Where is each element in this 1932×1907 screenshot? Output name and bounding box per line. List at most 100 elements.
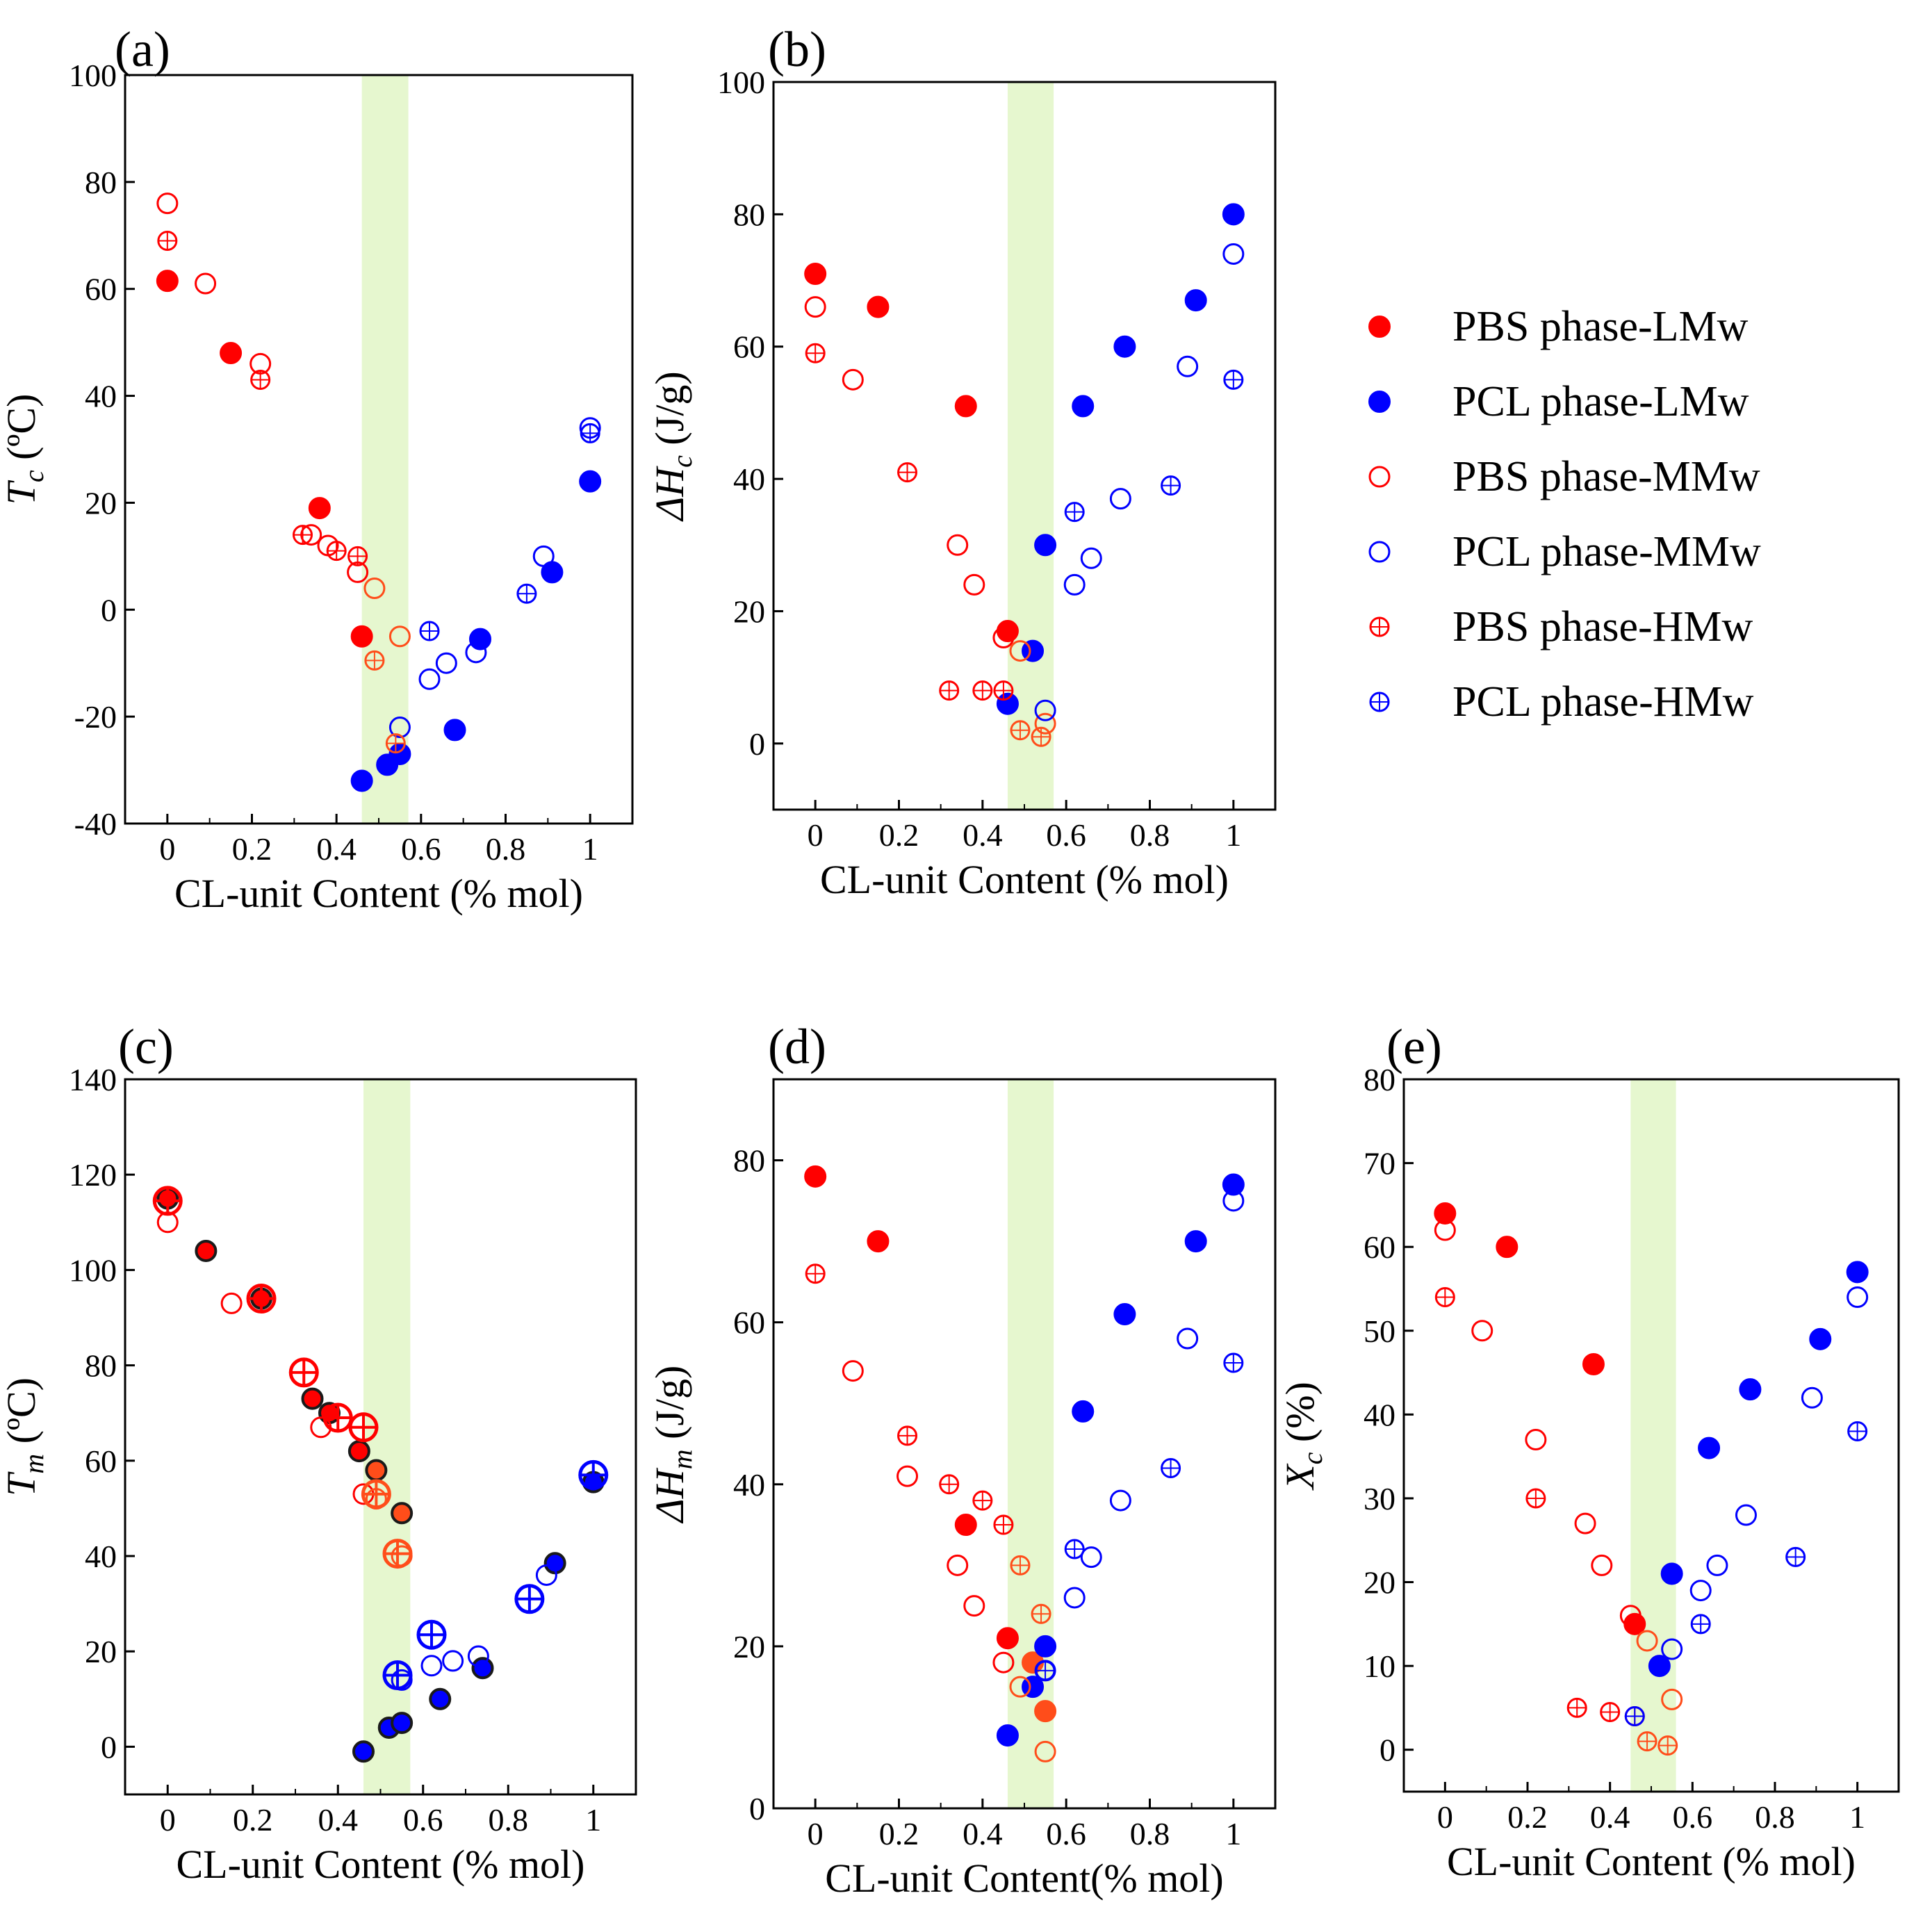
data-point	[1034, 1700, 1057, 1723]
data-point	[963, 573, 985, 596]
data-point	[1080, 1546, 1102, 1569]
data-point	[443, 719, 466, 742]
data-point	[388, 717, 411, 739]
data-point	[996, 692, 1019, 715]
panel-b: 0 0.2 0.4 0.6 0.8 1 0 20 40 60 80 100 CL-unit Conten…	[647, 22, 1277, 902]
data-point	[1661, 1638, 1683, 1660]
panel-a: 0 0.2 0.4 0.6 0.8 1 -40 -20 0 20 40 60 80 100 CL-unit …	[0, 22, 634, 916]
data-point	[804, 1165, 827, 1188]
y-tick-label: 20	[85, 485, 117, 521]
data-point	[972, 1490, 993, 1511]
data-point	[293, 525, 313, 546]
y-label-subscript: m	[666, 1450, 698, 1470]
y-label-unit: (J/g)	[647, 1366, 692, 1450]
y-tick-label: 140	[69, 1062, 117, 1097]
y-label-subscript: c	[666, 455, 698, 468]
series-pcl-phase-mmw	[1034, 243, 1245, 721]
data-point	[288, 1357, 319, 1388]
panels: 0 0.2 0.4 0.6 0.8 1-40-20020406080100CL-unit …	[0, 22, 1900, 1901]
data-point	[157, 230, 178, 251]
y-tick-label: 20	[85, 1634, 117, 1669]
legend-label: PCL phase-LMw	[1452, 378, 1749, 425]
y-tick-label: 80	[733, 197, 765, 232]
data-point	[326, 541, 347, 562]
highlight-band-d	[1007, 1079, 1054, 1808]
data-point	[947, 534, 969, 556]
series-pcl-phase-lmw	[996, 203, 1245, 715]
data-point	[1706, 1554, 1728, 1576]
data-point	[1034, 1635, 1057, 1658]
y-tick-label: 60	[85, 272, 117, 307]
data-point	[1582, 1353, 1605, 1375]
x-axis-label: CL-unit Content (% mol)	[820, 857, 1229, 902]
y-tick-label: 0	[749, 726, 765, 762]
data-point	[1574, 1512, 1596, 1534]
y-tick-label: -40	[74, 806, 117, 842]
panel-c: 0 0.2 0.4 0.6 0.8 1 0 20 40 60 80 100 120 140 CL-unit …	[0, 1019, 637, 1887]
legend-item: PBS phase-HMw	[1369, 603, 1753, 650]
series-pcl-phase-hmw	[419, 423, 600, 641]
highlight-band-a	[361, 75, 409, 824]
data-point	[992, 627, 1015, 649]
data-point	[1525, 1429, 1547, 1451]
legend-item: PCL phase-HMw	[1369, 678, 1754, 726]
x-tick-label: 1	[1225, 817, 1241, 853]
series-pcl-phase-hmw	[382, 1459, 609, 1690]
data-point	[804, 296, 826, 318]
data-point	[1636, 1630, 1658, 1652]
y-tick-label: 120	[69, 1157, 117, 1193]
x-tick-label: 0.4	[1590, 1799, 1630, 1835]
data-point	[1009, 1676, 1031, 1698]
data-point	[220, 342, 243, 365]
x-tick-label: 0.4	[316, 831, 357, 867]
panel-label: (b)	[768, 22, 826, 77]
data-point	[1072, 395, 1095, 418]
y-tick-label: 60	[85, 1443, 117, 1479]
data-point	[1034, 1740, 1056, 1762]
data-point	[442, 1650, 464, 1672]
y-label-subscript: c	[1297, 1452, 1328, 1464]
data-point	[867, 295, 890, 318]
y-tick-label: 40	[85, 379, 117, 414]
data-point	[364, 650, 385, 671]
series-pbs-phase-mmw	[842, 1360, 1056, 1762]
x-axis-label: CL-unit Content (% mol)	[177, 1842, 585, 1887]
data-point	[1009, 640, 1031, 662]
series-pcl-phase-mmw	[391, 1564, 557, 1691]
series-pbs-phase-lmw	[1434, 1202, 1646, 1635]
y-axis-label: Xc (%)	[1277, 1382, 1328, 1491]
legend-label: PBS phase-LMw	[1452, 303, 1749, 350]
data-point	[469, 628, 491, 650]
data-point	[347, 546, 368, 566]
y-tick-label: 60	[1364, 1229, 1395, 1265]
panel-label: (a)	[115, 22, 170, 77]
x-tick-label: 0.8	[489, 1802, 529, 1838]
series-pbs-phase-mmw	[1434, 1219, 1683, 1710]
y-label-subscript: c	[18, 470, 49, 482]
data-point	[1698, 1437, 1721, 1459]
x-tick-label: 0.8	[1130, 817, 1170, 853]
y-tick-label: 80	[85, 165, 117, 200]
data-point	[867, 1230, 890, 1253]
y-tick-label: 80	[85, 1348, 117, 1384]
panel-label: (c)	[118, 1019, 174, 1074]
y-tick-label: 80	[733, 1143, 765, 1179]
data-point	[350, 769, 373, 792]
data-point	[996, 1724, 1019, 1747]
data-point	[1063, 573, 1086, 596]
data-point	[1034, 712, 1056, 735]
data-point	[250, 369, 271, 390]
data-point	[842, 368, 864, 391]
data-point	[1689, 1580, 1712, 1602]
y-label-symbol: ΔH	[647, 1467, 692, 1523]
y-axis-label: Tc (ºC)	[0, 394, 49, 505]
data-point	[897, 462, 918, 483]
data-point	[1657, 1735, 1678, 1756]
series-pbs-phase-lmw	[804, 1165, 1057, 1723]
y-tick-label: 0	[101, 1729, 117, 1765]
data-point	[361, 1479, 391, 1509]
data-point	[1222, 243, 1245, 265]
x-tick-label: 0.2	[879, 817, 919, 853]
y-label-symbol: X	[1277, 1463, 1323, 1491]
